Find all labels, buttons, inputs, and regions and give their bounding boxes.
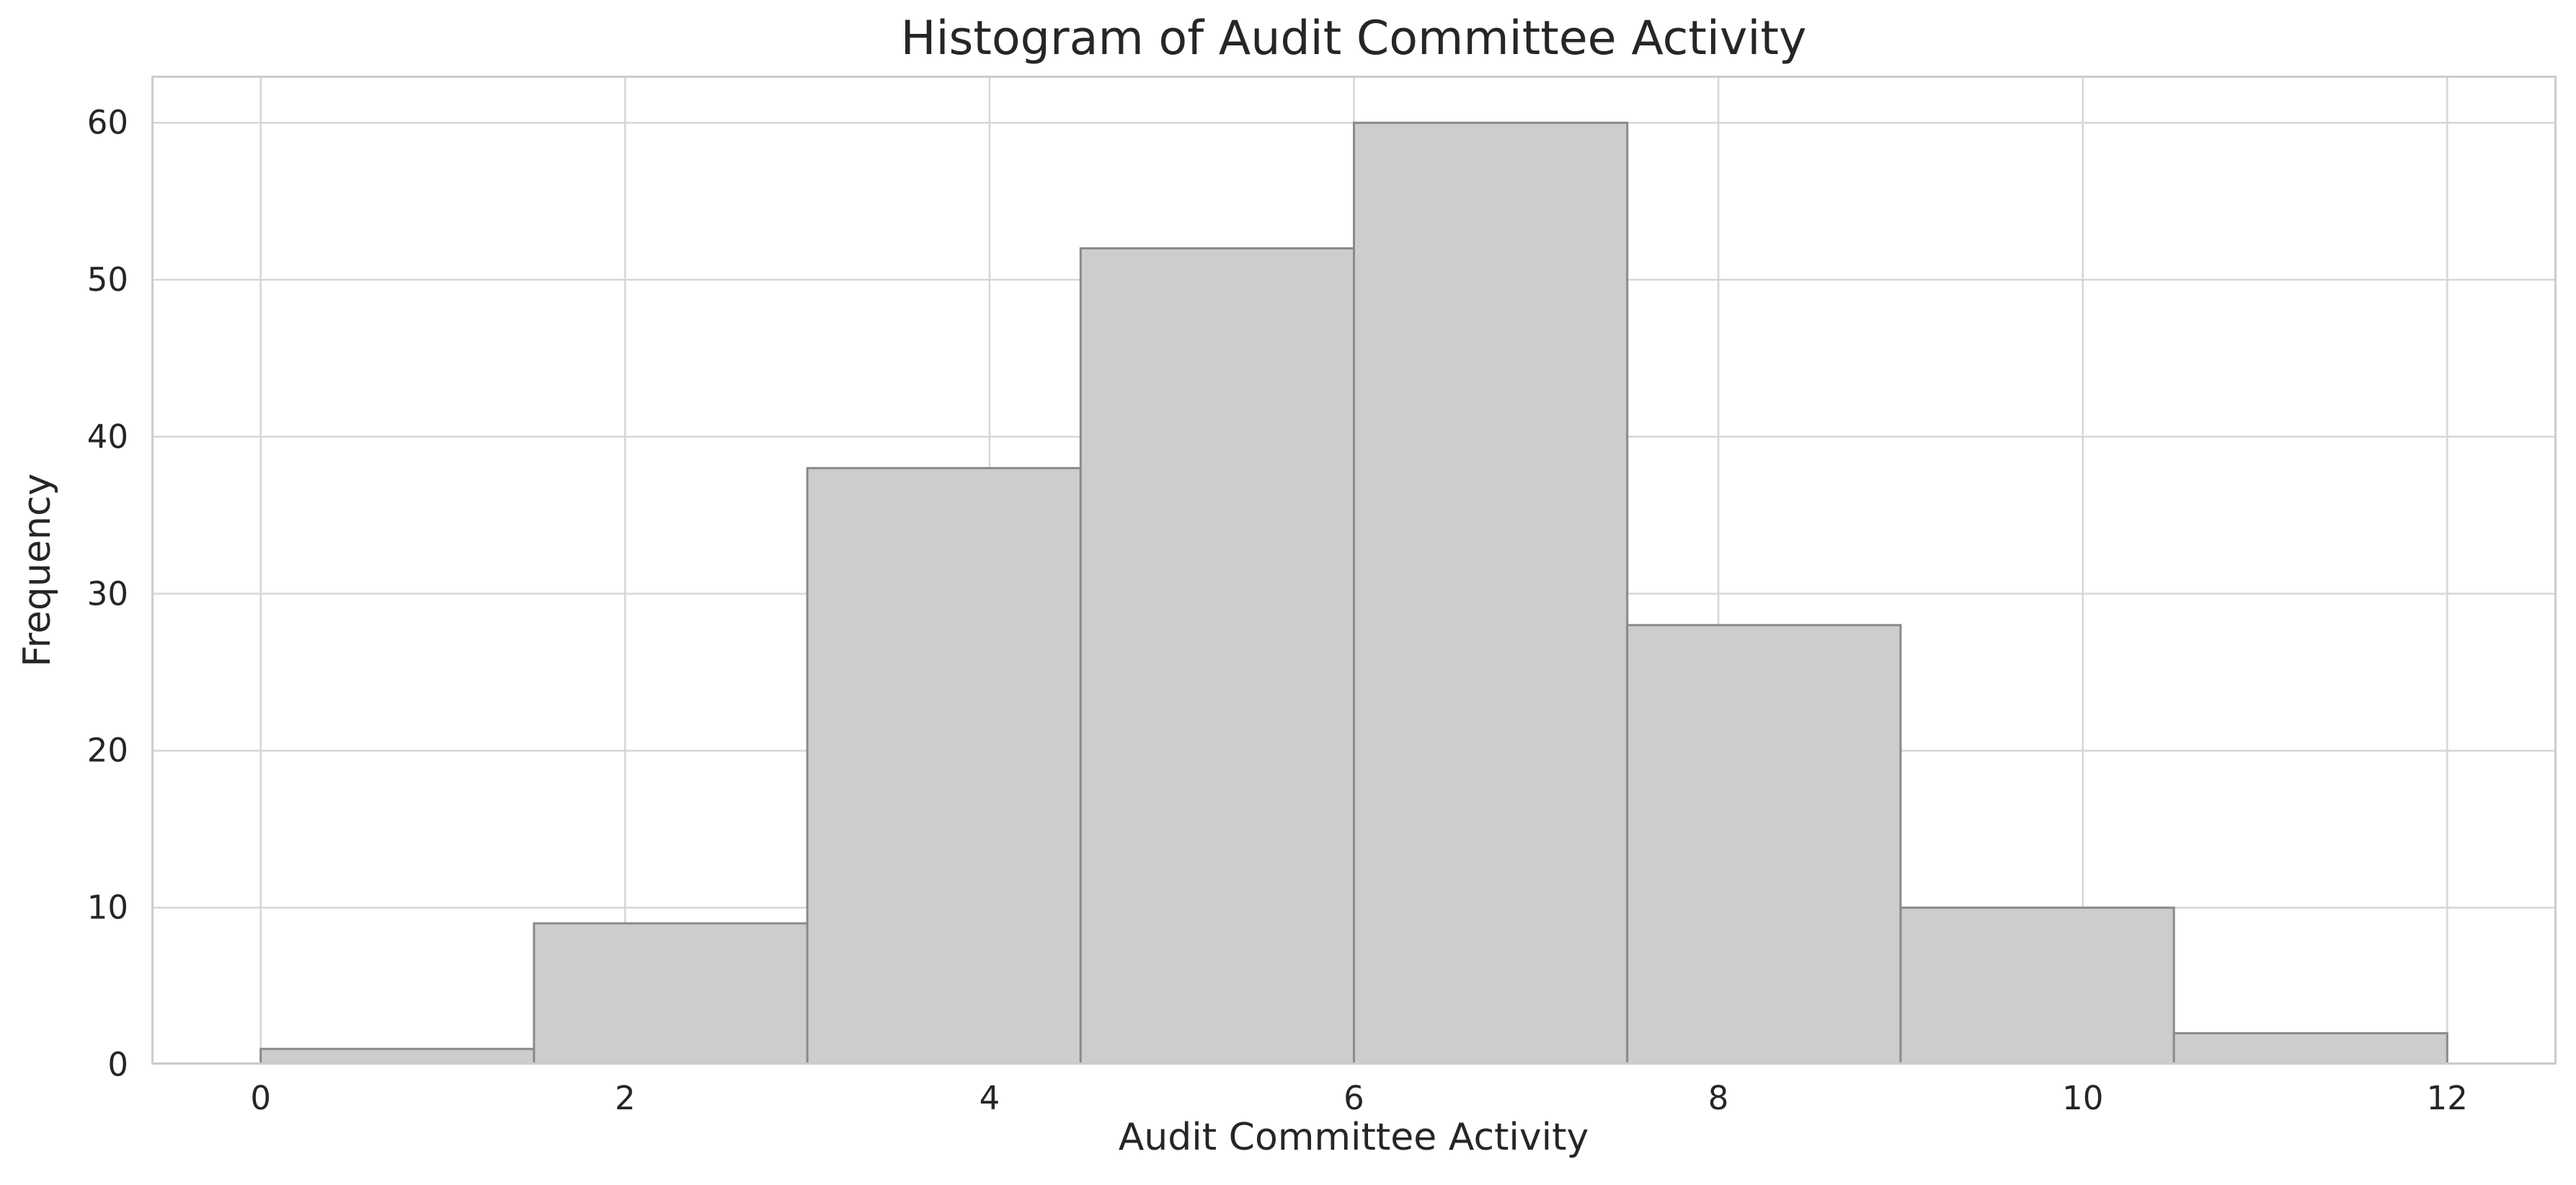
y-tick-label: 0 [107,1045,128,1084]
y-axis-label: Frequency [16,473,59,667]
histogram-bar [1899,906,2175,1065]
x-tick-label: 12 [2426,1079,2468,1117]
y-tick-label: 20 [86,731,128,770]
histogram-bar [1353,121,1629,1065]
histogram-bar [806,466,1082,1065]
y-tick-label: 30 [86,574,128,613]
histogram-bar [259,1047,536,1065]
plot-frame [151,76,2557,1065]
x-axis-label: Audit Committee Activity [1118,1116,1589,1159]
x-tick-label: 10 [2062,1079,2104,1117]
x-tick-label: 4 [979,1079,1000,1117]
histogram-bar [1079,247,1355,1065]
y-tick-label: 10 [86,888,128,927]
x-tick-label: 8 [1707,1079,1729,1117]
histogram-bar [2172,1031,2448,1065]
y-tick-label: 50 [86,260,128,299]
histogram-bar [533,922,809,1065]
plot-area [151,76,2557,1065]
y-tick-label: 40 [86,417,128,456]
y-tick-label: 60 [86,103,128,142]
x-tick-label: 6 [1343,1079,1364,1117]
chart-title: Histogram of Audit Committee Activity [900,12,1807,66]
x-tick-label: 2 [614,1079,636,1117]
x-tick-label: 0 [250,1079,271,1117]
histogram-bar [1626,623,1902,1065]
